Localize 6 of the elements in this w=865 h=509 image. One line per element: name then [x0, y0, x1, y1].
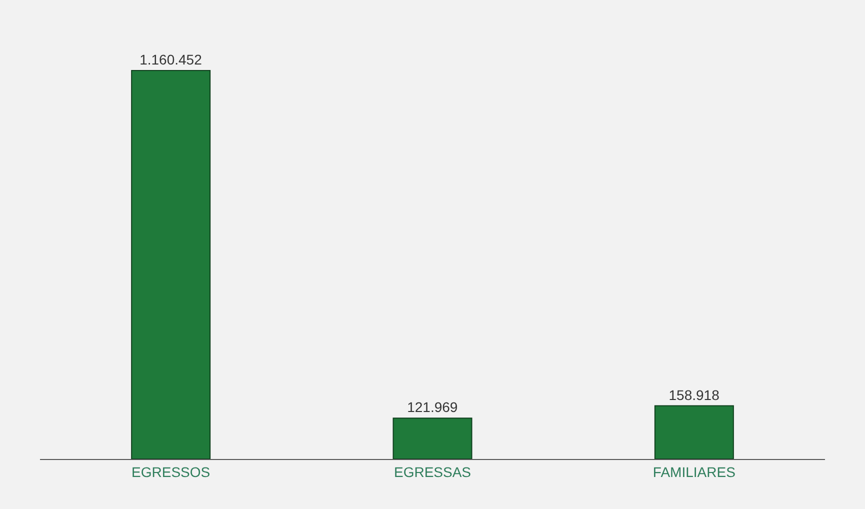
data-label: 158.918 [668, 386, 720, 403]
data-label: 1.160.452 [140, 51, 202, 68]
x-tick-label: FAMILIARES [652, 464, 736, 480]
x-tick-label: EGRESSOS [132, 464, 210, 480]
x-tick-label: EGRESSAS [394, 464, 472, 480]
data-label: 121.969 [407, 399, 458, 416]
